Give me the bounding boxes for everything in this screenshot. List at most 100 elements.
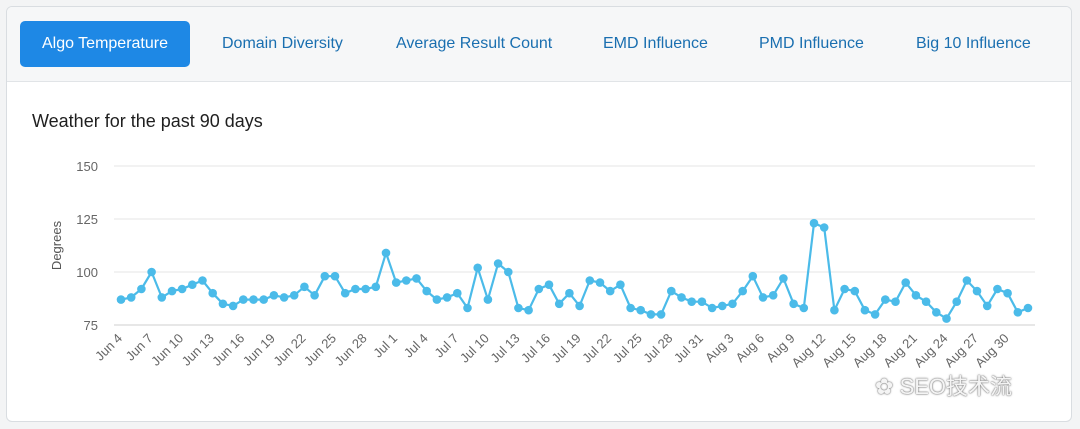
data-point — [116, 295, 126, 304]
x-tick-label: Aug 18 — [850, 331, 890, 371]
x-tick-label: Jun 28 — [331, 331, 369, 369]
data-point — [442, 293, 452, 302]
data-point — [677, 293, 686, 302]
data-point — [819, 223, 829, 232]
data-point — [422, 286, 432, 296]
data-point — [218, 299, 228, 309]
data-point — [942, 314, 951, 323]
data-point — [697, 297, 707, 307]
data-point — [524, 305, 533, 315]
tab-pmd-influence[interactable]: PMD Influence — [759, 35, 864, 52]
x-tick-label: Jul 25 — [610, 331, 645, 366]
data-point — [636, 305, 645, 315]
data-point — [340, 288, 350, 298]
data-point — [585, 276, 595, 285]
data-point — [351, 284, 360, 294]
x-tick-label: Jun 4 — [92, 331, 125, 364]
x-tick-label: Jul 13 — [487, 331, 522, 366]
data-point — [259, 295, 268, 304]
data-point — [799, 303, 809, 313]
data-point — [891, 297, 900, 307]
data-point — [707, 303, 717, 313]
tab-algo-temperature[interactable]: Algo Temperature — [20, 21, 190, 67]
tab-average-result-count[interactable]: Average Result Count — [396, 35, 553, 52]
data-point — [300, 282, 309, 292]
x-tick-label: Jun 19 — [240, 331, 278, 369]
data-point — [1013, 308, 1023, 317]
data-point — [687, 297, 696, 307]
tab-bar: Algo Temperature Domain Diversity Averag… — [7, 7, 1071, 82]
x-tick-label: Aug 30 — [972, 331, 1012, 371]
data-point — [493, 259, 503, 268]
y-tick-label: 100 — [76, 265, 98, 280]
data-point — [147, 267, 156, 277]
y-tick-label: 75 — [84, 318, 98, 333]
x-tick-label: Aug 21 — [880, 331, 920, 371]
data-point — [870, 310, 880, 319]
data-point — [371, 282, 381, 292]
data-point — [656, 310, 666, 319]
data-point — [932, 308, 941, 317]
data-point — [881, 295, 890, 304]
data-point — [595, 278, 605, 287]
data-point — [544, 280, 554, 290]
data-point — [279, 293, 289, 302]
data-point — [188, 280, 197, 290]
data-point — [718, 301, 727, 311]
data-point — [768, 291, 778, 300]
x-tick-label: Aug 15 — [819, 331, 859, 371]
data-point — [840, 284, 849, 294]
data-point — [789, 299, 798, 309]
data-point — [758, 293, 768, 302]
data-point — [901, 278, 910, 287]
x-tick-label: Jul 4 — [401, 331, 431, 361]
x-tick-label: Jul 31 — [671, 331, 706, 366]
data-point — [330, 271, 340, 281]
data-point — [402, 276, 411, 285]
data-point — [646, 310, 656, 319]
tab-emd-influence[interactable]: EMD Influence — [603, 35, 708, 52]
data-point — [412, 274, 421, 283]
data-point — [728, 299, 737, 309]
data-point — [167, 286, 177, 296]
data-point — [453, 288, 462, 298]
data-point — [972, 286, 982, 296]
tab-big-10-influence[interactable]: Big 10 Influence — [916, 35, 1031, 52]
y-tick-label: 125 — [76, 212, 98, 227]
data-point — [982, 301, 992, 311]
watermark: ✿ SEO技术流 — [875, 369, 1012, 401]
data-point — [320, 271, 330, 281]
data-point — [1023, 303, 1033, 313]
data-point — [554, 299, 564, 309]
data-point — [962, 276, 972, 285]
data-point — [289, 291, 299, 300]
x-tick-label: Aug 27 — [941, 331, 981, 371]
data-point — [565, 288, 574, 298]
data-point — [473, 263, 483, 273]
data-point — [432, 295, 442, 304]
x-tick-label: Jul 22 — [579, 331, 614, 366]
data-point — [483, 295, 493, 304]
data-point — [809, 218, 819, 228]
x-tick-label: Aug 6 — [733, 331, 768, 366]
chart-title: Weather for the past 90 days — [32, 111, 263, 131]
x-tick-label: Jul 19 — [549, 331, 584, 366]
data-point — [748, 271, 758, 281]
data-point — [228, 301, 238, 311]
data-point — [177, 284, 187, 294]
data-point — [1003, 288, 1012, 298]
data-point — [137, 284, 146, 294]
data-point — [249, 295, 258, 304]
data-point — [911, 291, 921, 300]
data-point — [126, 293, 136, 302]
data-point — [993, 284, 1002, 294]
data-point — [850, 286, 860, 296]
data-point — [952, 297, 961, 307]
data-point — [463, 303, 472, 313]
data-point — [830, 305, 839, 315]
series-line — [120, 222, 1029, 320]
tab-domain-diversity[interactable]: Domain Diversity — [222, 35, 343, 52]
data-point — [361, 284, 370, 294]
x-tick-label: Jun 22 — [270, 331, 308, 369]
